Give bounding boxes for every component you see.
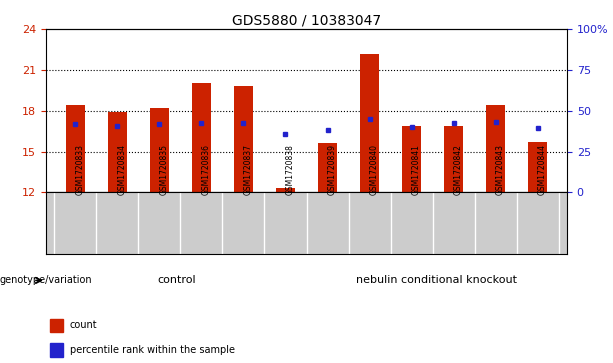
Text: GSM1720837: GSM1720837: [243, 144, 253, 195]
Bar: [66, 105, 85, 192]
Text: GSM1720839: GSM1720839: [327, 144, 337, 195]
Text: control: control: [157, 276, 196, 285]
Text: GSM1720844: GSM1720844: [538, 144, 547, 195]
Bar: [402, 126, 421, 192]
Text: percentile rank within the sample: percentile rank within the sample: [70, 345, 235, 355]
Bar: [192, 83, 211, 192]
Bar: [318, 143, 337, 192]
Text: count: count: [70, 321, 97, 330]
Text: GSM1720840: GSM1720840: [370, 144, 379, 195]
Text: GSM1720835: GSM1720835: [159, 144, 169, 195]
Text: GSM1720834: GSM1720834: [118, 144, 126, 195]
Bar: [50, 343, 63, 356]
Text: GSM1720843: GSM1720843: [495, 144, 504, 195]
Bar: [108, 112, 127, 192]
Bar: [486, 105, 505, 192]
Text: GSM1720833: GSM1720833: [75, 144, 85, 195]
Text: GSM1720841: GSM1720841: [411, 144, 421, 195]
Bar: [444, 126, 463, 192]
Text: GSM1720836: GSM1720836: [202, 144, 210, 195]
Bar: [528, 142, 547, 192]
Text: nebulin conditional knockout: nebulin conditional knockout: [356, 276, 517, 285]
Text: genotype/variation: genotype/variation: [0, 276, 93, 285]
Bar: [50, 319, 63, 332]
Text: GSM1720838: GSM1720838: [286, 144, 294, 195]
Bar: [276, 188, 295, 192]
Title: GDS5880 / 10383047: GDS5880 / 10383047: [232, 14, 381, 28]
Bar: [360, 54, 379, 192]
Bar: [234, 86, 253, 192]
Bar: [150, 108, 169, 192]
Text: GSM1720842: GSM1720842: [454, 144, 463, 195]
